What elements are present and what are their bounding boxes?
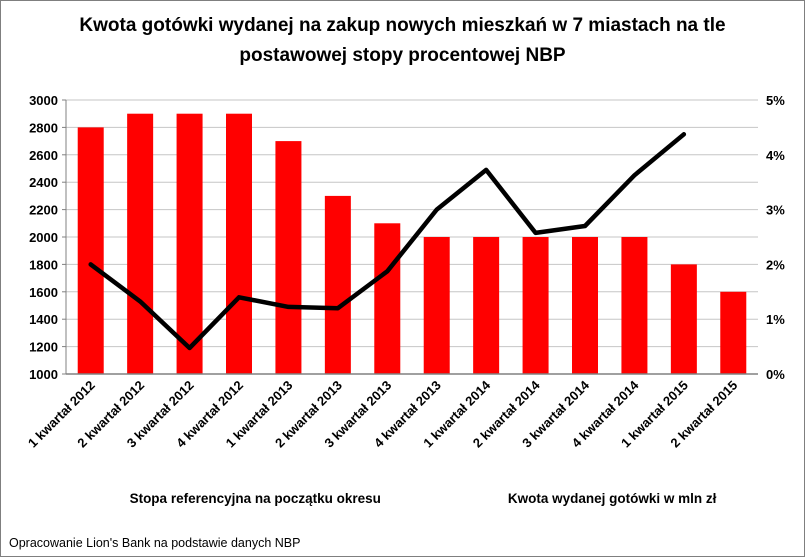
bar [423,237,450,374]
left-axis-tick-label: 2400 [29,175,58,190]
left-axis-tick-label: 2600 [29,148,58,163]
chart-title-line2: postawowej stopy procentowej NBP [239,45,566,66]
left-axis-tick-label: 1400 [29,312,58,327]
right-axis-tick-label: 4% [766,148,785,163]
left-axis-tick-label: 1600 [29,285,58,300]
bar [176,113,203,374]
bar [226,113,252,374]
line-series [88,132,687,351]
bar [275,141,302,374]
chart-legend: Stopa referencyjna na początku okresu Kw… [1,491,804,506]
bar [77,127,104,375]
legend-item-bars: Stopa referencyjna na początku okresu [89,491,381,506]
line-series-swatch [456,496,500,501]
right-axis-tick-label: 5% [766,93,785,108]
bar [374,223,401,374]
right-axis-tick-label: 2% [766,257,785,272]
source-note: Opracowanie Lion's Bank na podstawie dan… [9,536,301,550]
left-axis-tick-label: 2000 [29,230,58,245]
chart-title: Kwota gotówki wydanej na zakup nowych mi… [1,11,804,71]
left-axis-tick-label: 2800 [29,120,58,135]
line-series-label: Kwota wydanej gotówki w mln zł [507,491,717,506]
left-axis-tick-label: 1200 [29,340,58,355]
bar [473,237,500,374]
bar [324,195,351,374]
left-axis-tick-label: 3000 [29,93,58,108]
left-axis-tick-label: 1000 [29,367,58,382]
right-axis-tick-label: 0% [766,367,785,382]
bar [670,264,697,374]
bar [720,291,747,374]
right-axis-tick-label: 1% [766,312,785,327]
right-axis-tick-label: 3% [766,203,785,218]
bar-series-swatch [89,492,122,505]
legend-item-line: Kwota wydanej gotówki w mln zł [456,491,717,506]
left-axis-tick-label: 2200 [29,203,58,218]
bar [621,237,648,374]
chart-title-line1: Kwota gotówki wydanej na zakup nowych mi… [79,15,726,36]
bar-series-label: Stopa referencyjna na początku okresu [129,491,381,506]
bar [572,237,598,374]
bar [522,237,549,374]
bar [127,113,154,374]
chart-canvas: 1000 1200 1400 1600 1800 2000 2200 2400 2600 2800… [25,93,785,450]
left-axis-tick-label: 1800 [29,257,58,272]
